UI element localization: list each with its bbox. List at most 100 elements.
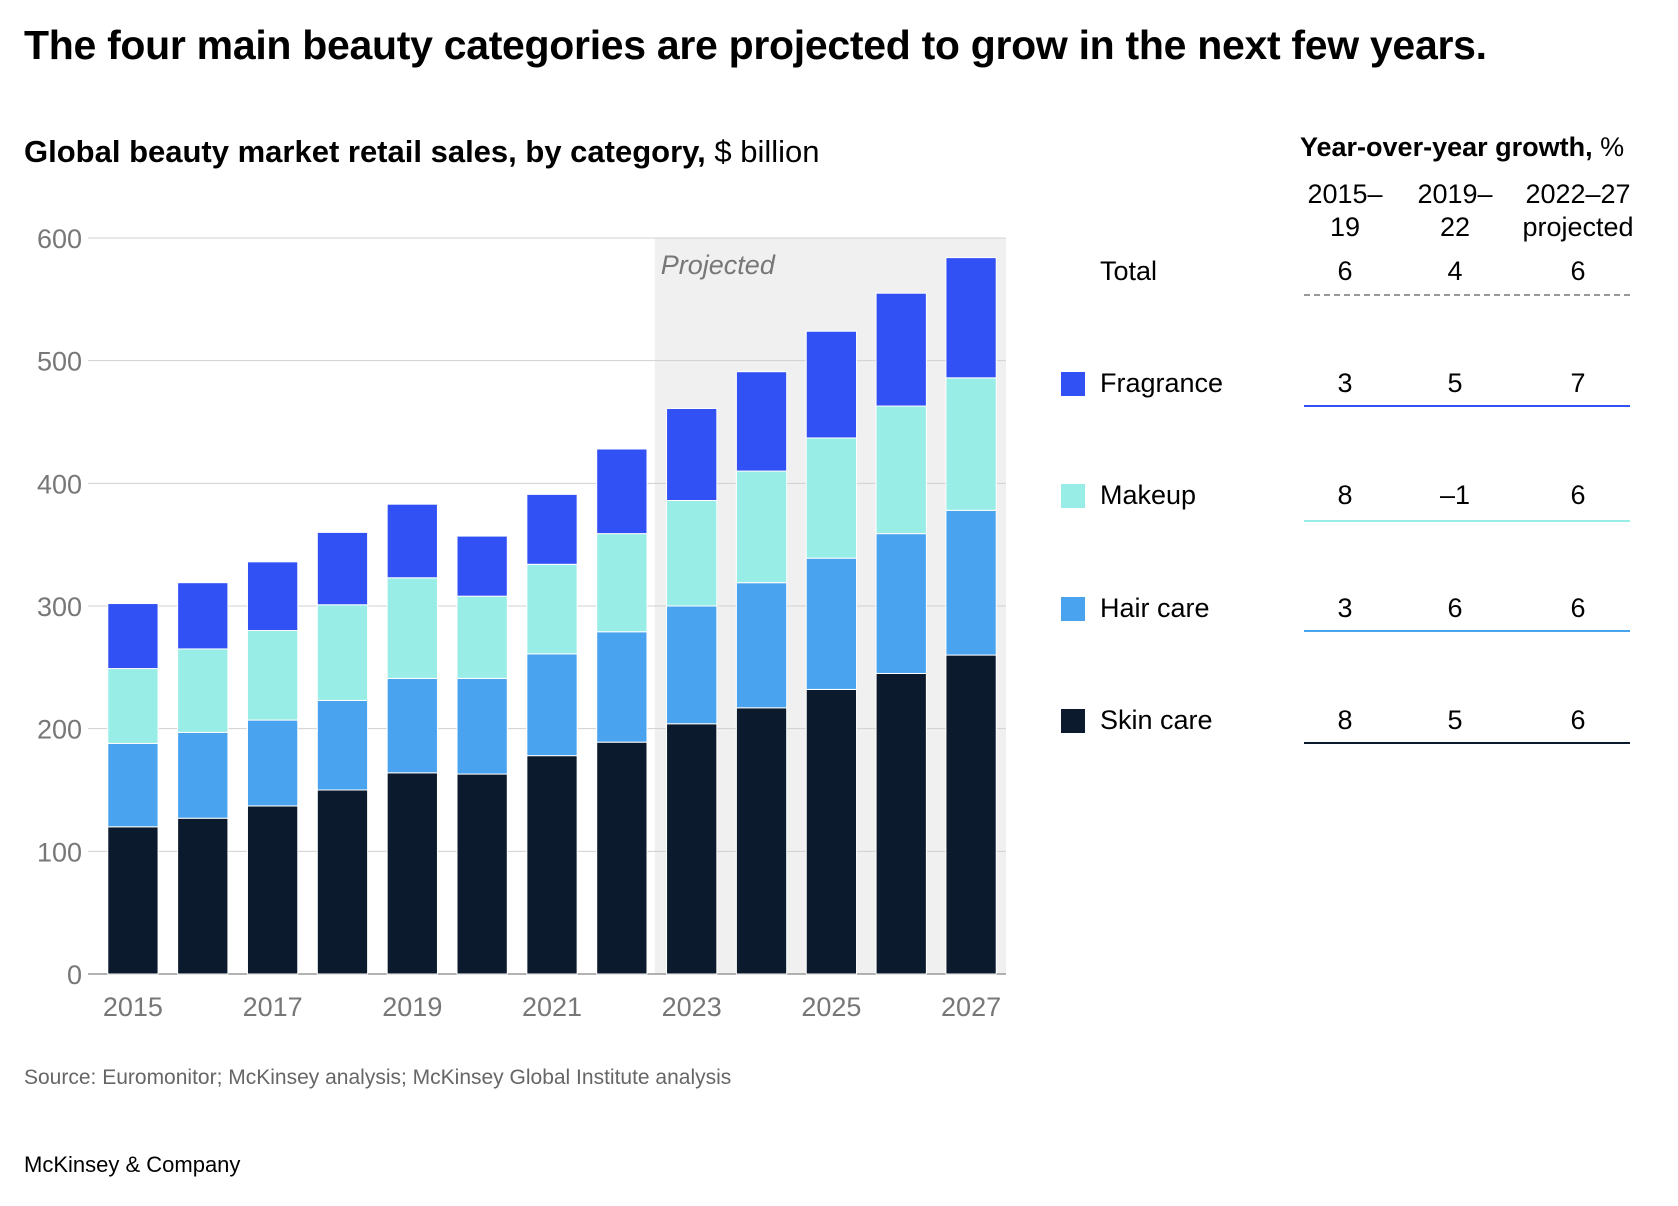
growth-column-header-2: 2019– 22 — [1380, 178, 1530, 244]
growth-value: 5 — [1447, 705, 1463, 735]
x-tick-label: 2023 — [662, 992, 722, 1022]
bar-skin-care-2018 — [316, 789, 369, 975]
bar-skin-care-2023 — [666, 723, 718, 975]
bar-fragrance-2017 — [246, 561, 299, 632]
y-tick-label: 500 — [37, 347, 82, 377]
bar-skin-care-2017 — [246, 805, 299, 975]
y-tick-label: 200 — [37, 715, 82, 745]
bar-hair-care-2017 — [246, 719, 299, 807]
column-header-line2: 22 — [1439, 212, 1471, 242]
y-tick-label: 600 — [37, 224, 82, 254]
chart-subtitle: Global beauty market retail sales, by ca… — [24, 134, 819, 170]
growth-value: 4 — [1447, 256, 1463, 286]
bar-hair-care-2025 — [805, 557, 858, 690]
x-tick-label: 2021 — [522, 992, 582, 1022]
row-label-skin-care: Skin care — [1100, 705, 1213, 735]
bar-fragrance-2022 — [596, 448, 648, 535]
bar-hair-care-2019 — [386, 677, 438, 774]
growth-column-header-3: 2022–27 projected — [1503, 178, 1653, 244]
y-tick-label: 100 — [37, 837, 82, 867]
brand-logo: McKinsey & Company — [24, 1152, 241, 1177]
bar-makeup-2022 — [596, 533, 648, 633]
bar-skin-care-2026 — [875, 672, 927, 975]
row-label-fragrance: Fragrance — [1100, 368, 1224, 398]
growth-value: 3 — [1337, 368, 1353, 398]
bar-hair-care-2021 — [526, 653, 578, 757]
bar-skin-care-2022 — [596, 741, 648, 975]
growth-title-bold: Year-over-year growth, — [1300, 132, 1593, 162]
bar-fragrance-2027 — [945, 257, 997, 379]
bar-makeup-2025 — [805, 437, 858, 559]
y-tick-label: 400 — [37, 469, 82, 499]
projected-label: Projected — [661, 250, 776, 280]
bar-skin-care-2016 — [177, 817, 229, 975]
legend-swatch-skin-care — [1061, 709, 1085, 733]
growth-column-header-1: 2015– 19 — [1270, 178, 1420, 244]
bar-fragrance-2025 — [805, 330, 858, 439]
growth-value: 6 — [1447, 593, 1463, 623]
growth-value: –1 — [1439, 480, 1471, 510]
column-header-line2: projected — [1522, 212, 1634, 242]
bar-skin-care-2025 — [805, 688, 858, 975]
bar-hair-care-2026 — [875, 533, 927, 674]
x-tick-label: 2025 — [801, 992, 861, 1022]
bar-makeup-2020 — [456, 595, 508, 679]
growth-value: 5 — [1447, 368, 1463, 398]
bar-makeup-2021 — [526, 563, 578, 655]
growth-value: 8 — [1337, 480, 1353, 510]
growth-value: 6 — [1570, 705, 1586, 735]
bar-hair-care-2027 — [945, 509, 997, 656]
growth-value: 6 — [1570, 593, 1586, 623]
growth-value: 6 — [1337, 256, 1353, 286]
bar-fragrance-2015 — [107, 603, 159, 670]
column-header-line1: 2019– — [1417, 179, 1493, 209]
stacked-bar-chart: Projected 0 100 200 300 400 500 600 2015 2017 2019… — [37, 224, 1006, 1022]
x-tick-label: 2015 — [103, 992, 163, 1022]
bar-fragrance-2020 — [456, 535, 508, 597]
row-rule-hair-care — [1304, 630, 1630, 632]
bar-makeup-2019 — [386, 577, 438, 679]
row-label-total: Total — [1100, 256, 1158, 286]
chart-title: The four main beauty categories are proj… — [24, 22, 1487, 68]
bar-hair-care-2018 — [316, 699, 369, 791]
row-rule-skin-care — [1304, 742, 1630, 744]
bar-hair-care-2022 — [596, 631, 648, 743]
growth-value: 7 — [1570, 368, 1586, 398]
y-tick-label: 300 — [37, 592, 82, 622]
bar-makeup-2018 — [316, 604, 369, 701]
bar-fragrance-2026 — [875, 292, 927, 407]
bar-hair-care-2016 — [177, 731, 229, 819]
bar-hair-care-2024 — [735, 582, 788, 709]
growth-value: 8 — [1337, 705, 1353, 735]
bar-makeup-2024 — [735, 470, 788, 584]
legend-swatch-makeup — [1061, 484, 1085, 508]
bar-fragrance-2021 — [526, 493, 578, 565]
x-tick-label: 2027 — [941, 992, 1001, 1022]
bar-fragrance-2024 — [735, 371, 788, 472]
growth-value: 6 — [1570, 480, 1586, 510]
bar-makeup-2017 — [246, 630, 299, 721]
growth-table-title: Year-over-year growth, % — [1300, 132, 1624, 163]
legend-swatch-hair-care — [1061, 597, 1085, 621]
growth-value: 6 — [1570, 256, 1586, 286]
row-label-hair-care: Hair care — [1100, 593, 1210, 623]
bar-skin-care-2024 — [735, 707, 788, 975]
subtitle-unit: $ billion — [714, 134, 820, 169]
bar-fragrance-2018 — [316, 531, 369, 606]
growth-title-unit: % — [1600, 132, 1625, 162]
bar-skin-care-2020 — [456, 773, 508, 975]
subtitle-bold: Global beauty market retail sales, by ca… — [24, 134, 706, 169]
growth-value: 3 — [1337, 593, 1353, 623]
legend-swatch-fragrance — [1061, 372, 1085, 396]
bar-makeup-2027 — [945, 377, 997, 511]
row-rule-fragrance — [1304, 405, 1630, 407]
bar-skin-care-2027 — [945, 654, 997, 975]
row-rule-total — [1304, 294, 1630, 296]
bar-fragrance-2023 — [666, 408, 718, 502]
column-header-line1: 2022–27 — [1525, 179, 1631, 209]
x-tick-label: 2017 — [243, 992, 303, 1022]
bar-fragrance-2019 — [386, 503, 438, 579]
bar-skin-care-2019 — [386, 772, 438, 975]
column-header-line2: 19 — [1329, 212, 1361, 242]
column-header-line1: 2015– — [1307, 179, 1383, 209]
